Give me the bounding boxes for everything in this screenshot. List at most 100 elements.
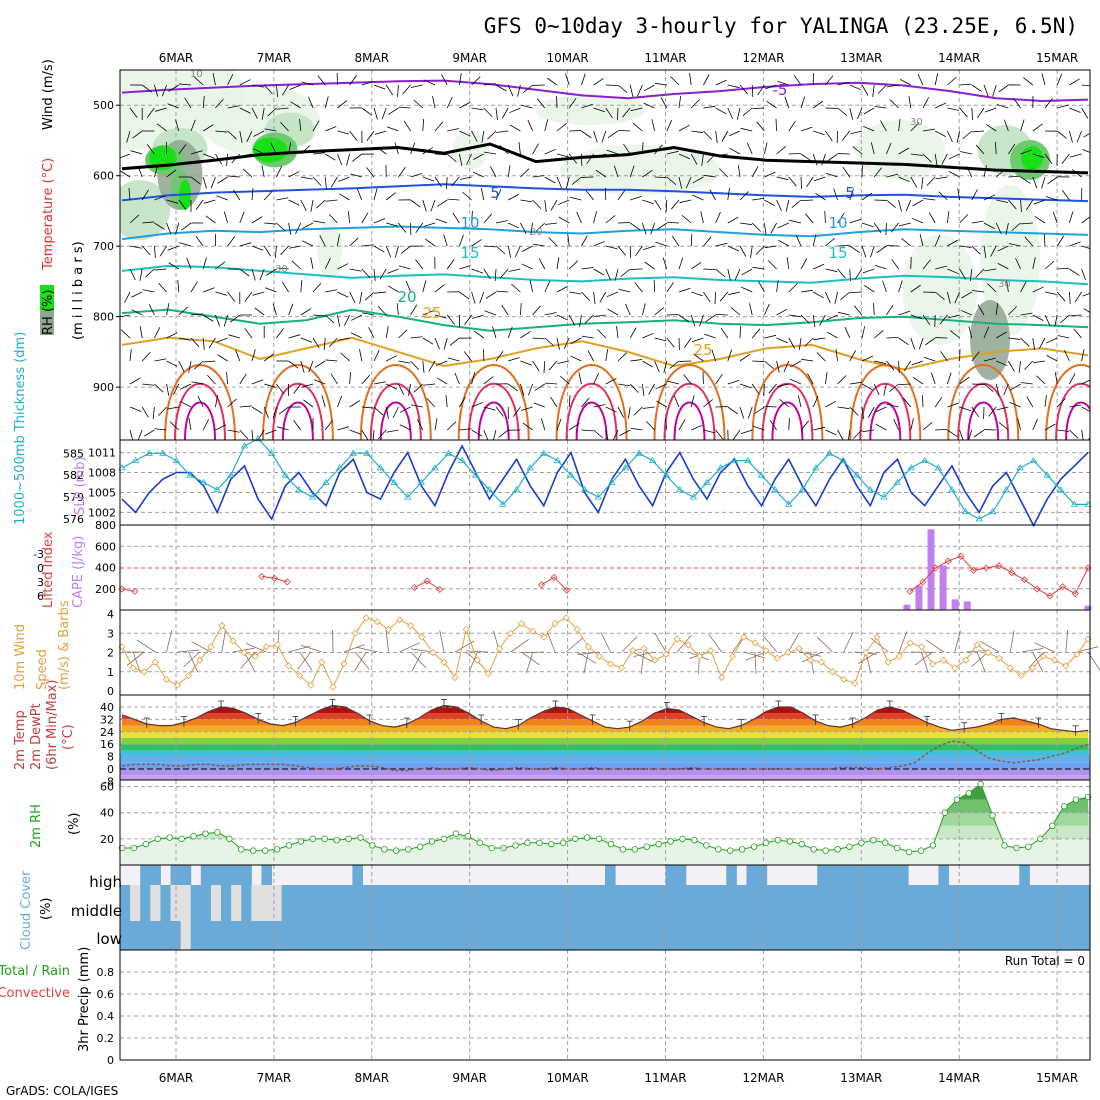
wind-speed-point xyxy=(318,658,326,666)
wind10m-barb xyxy=(1028,651,1044,669)
wind-barb xyxy=(312,176,322,187)
wind-barb xyxy=(484,151,497,155)
wind-barb xyxy=(386,222,398,227)
cloud-cell-middle xyxy=(342,885,353,921)
thickness-point xyxy=(757,471,766,478)
wind-barb xyxy=(495,84,507,92)
wind-barb xyxy=(120,153,131,159)
cloud-cell-low xyxy=(756,921,768,950)
precip-tick: 0 xyxy=(107,1054,114,1067)
wind-speed-point xyxy=(185,672,193,680)
wind-barb xyxy=(156,123,167,132)
wind-barb xyxy=(882,280,887,293)
wind-barb xyxy=(184,97,192,109)
cloud-cell-low xyxy=(473,921,485,950)
wind-barb xyxy=(1044,291,1057,295)
wind-barb xyxy=(923,356,936,362)
thickness-point xyxy=(621,464,630,471)
wind-barb xyxy=(356,188,363,201)
wind-barb xyxy=(154,107,167,112)
cloud-cell-high xyxy=(221,865,232,885)
wind-barb xyxy=(276,328,284,339)
wind-barb xyxy=(131,291,143,298)
li-point xyxy=(1059,583,1067,591)
wind-barb xyxy=(783,360,790,373)
wind-barb xyxy=(1008,306,1018,316)
cloud-cell-middle xyxy=(968,885,980,921)
wind-barb xyxy=(1032,153,1045,158)
thickness-point xyxy=(825,449,834,456)
wind-barb xyxy=(152,406,155,419)
cloud-cell-low xyxy=(423,921,434,950)
wind-barb xyxy=(862,268,875,274)
wind-barb xyxy=(374,130,387,135)
wind-barb xyxy=(1033,199,1046,205)
wind-barb xyxy=(239,268,250,277)
li-point xyxy=(258,572,266,580)
wind-barb xyxy=(910,314,923,320)
wind-barb xyxy=(837,406,850,410)
wind-barb xyxy=(233,189,241,201)
wind-barb xyxy=(471,429,483,437)
rh-point xyxy=(261,847,269,854)
wind-barb xyxy=(167,103,179,109)
isotherm-10 xyxy=(121,225,1089,241)
wind-barb xyxy=(727,245,739,252)
wind-barb xyxy=(987,283,997,293)
cloud-cell-low xyxy=(564,921,576,950)
wind10m-barb xyxy=(243,651,256,672)
wind-barb xyxy=(337,337,350,341)
wind-barb xyxy=(139,326,143,339)
wind-barb xyxy=(764,360,774,370)
top-date-13MAR: 13MAR xyxy=(840,51,882,65)
wind-barb xyxy=(158,406,167,417)
cloud-cell-low xyxy=(877,921,889,950)
wind-barb xyxy=(1057,104,1069,109)
rh-point xyxy=(846,843,853,850)
wind-barb xyxy=(422,147,434,155)
wind-barb xyxy=(308,360,314,373)
wind-barb xyxy=(777,80,789,86)
cloud-cell-middle xyxy=(120,885,131,921)
thickness-point xyxy=(553,456,562,463)
wind-barb xyxy=(593,429,603,439)
wind-barb xyxy=(385,406,389,419)
wind-barb xyxy=(227,236,236,247)
wind-barb xyxy=(757,84,765,96)
warm-contour xyxy=(261,364,334,440)
thickness-point xyxy=(662,471,670,478)
rh-point xyxy=(917,847,925,854)
wind-barb xyxy=(1044,98,1053,109)
wind-barb xyxy=(886,142,892,155)
wind-barb xyxy=(473,153,484,160)
wind-barb xyxy=(959,83,972,86)
wind-barb xyxy=(445,176,448,189)
wind-barb xyxy=(690,261,702,270)
wind-barb xyxy=(410,84,423,88)
wind-barb xyxy=(410,199,421,208)
wind-barb xyxy=(734,268,741,281)
cloud-gap-middle xyxy=(150,885,161,921)
wind-barb xyxy=(1005,222,1009,235)
wind-barb xyxy=(1036,375,1046,385)
li-point xyxy=(957,552,965,560)
wind-speed-point xyxy=(340,660,348,668)
cloud-cell-high xyxy=(180,865,192,885)
wind-barb xyxy=(1088,436,1090,440)
wind-speed-point xyxy=(928,660,937,668)
isotherm-15 xyxy=(121,264,1089,286)
wind-barb xyxy=(215,98,224,109)
wind-barb xyxy=(190,337,200,348)
wind-barb xyxy=(520,222,527,234)
wind-barb xyxy=(581,429,594,432)
wind-barb xyxy=(373,188,378,201)
wind-barb xyxy=(346,153,350,166)
wind-barb xyxy=(571,176,582,185)
warm-contour xyxy=(164,364,236,440)
wind-barb xyxy=(1062,190,1070,201)
precip-tick: 0.6 xyxy=(97,988,115,1001)
wind-barb xyxy=(630,195,642,201)
wind-barb xyxy=(483,429,489,440)
wind-barb xyxy=(259,268,265,281)
